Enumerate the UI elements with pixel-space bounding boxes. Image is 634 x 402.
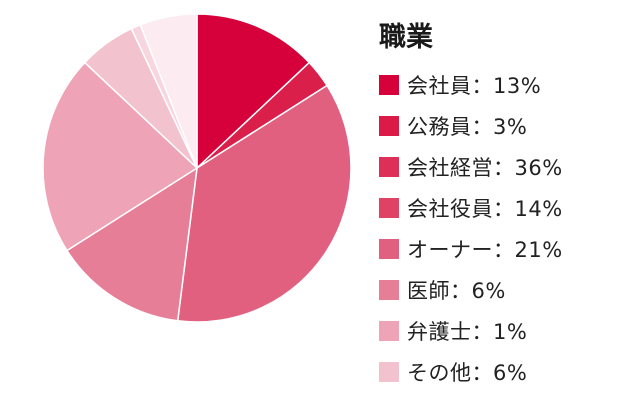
pie-slice-5	[42, 61, 198, 252]
legend-swatch	[379, 197, 399, 218]
legend-label: 会社役員：14%	[407, 196, 563, 221]
legend-item-kaishain: 会社員：13%	[379, 64, 563, 105]
legend-item-kaisha-keiei: 会社経営：36%	[379, 146, 563, 187]
chart-title: 職業	[379, 22, 433, 53]
legend-item-kaisha-yakuin: 会社役員：14%	[379, 187, 563, 228]
legend-swatch	[379, 320, 399, 341]
legend-label: 公務員：3%	[407, 114, 528, 139]
legend-item-owner: オーナー：21%	[379, 228, 563, 269]
legend-swatch	[379, 156, 399, 177]
legend-label: 弁護士：1%	[407, 319, 528, 344]
pie-chart	[42, 13, 352, 323]
legend-label: 医師：6%	[407, 278, 506, 303]
pie-slice-4	[66, 167, 198, 322]
legend-item-bengoshi: 弁護士：1%	[379, 310, 563, 351]
legend-item-ishi: 医師：6%	[379, 269, 563, 310]
legend-item-koumuin: 公務員：3%	[379, 105, 563, 146]
legend: 職業 会社員：13% 公務員：3% 会社経営：36% 会社役員：14% オーナー…	[379, 18, 563, 392]
pie-slice-3	[176, 84, 352, 323]
legend-swatch	[379, 238, 399, 259]
legend-swatch	[379, 74, 399, 95]
legend-item-sonota: その他：6%	[379, 351, 563, 392]
legend-swatch	[379, 279, 399, 300]
legend-swatch	[379, 361, 399, 382]
legend-label: オーナー：21%	[407, 237, 563, 262]
legend-swatch	[379, 115, 399, 136]
legend-label: その他：6%	[407, 360, 528, 385]
pie-slice-1	[196, 13, 311, 169]
pie-slice-8	[139, 13, 198, 169]
legend-label: 会社経営：36%	[407, 155, 563, 180]
legend-label: 会社員：13%	[407, 73, 542, 98]
